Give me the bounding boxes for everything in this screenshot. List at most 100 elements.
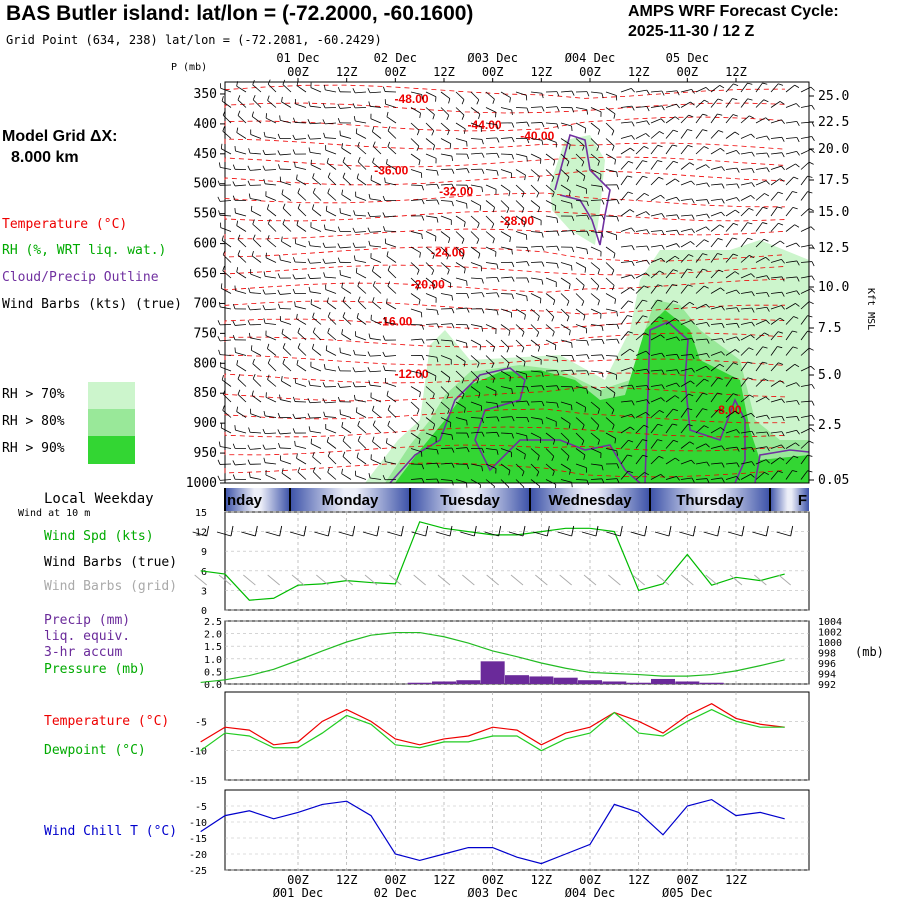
- wind-barb: [500, 339, 510, 348]
- wind-barb-flag: [352, 367, 356, 373]
- wind-barb: [785, 121, 797, 124]
- wind-barb: [470, 91, 480, 101]
- wind-barb-flag: [781, 416, 785, 421]
- wind-barb: [410, 199, 422, 201]
- wind-barb-flag: [451, 323, 455, 329]
- wind-barb-flag: [353, 394, 356, 400]
- wind-barb-flag: [675, 457, 680, 462]
- wind-barb: [545, 106, 557, 108]
- wind-barb-flag: [582, 145, 585, 151]
- wind-barb: [770, 305, 782, 310]
- wind-barb-flag: [526, 386, 530, 392]
- wind-tick-0: 0: [201, 606, 207, 617]
- wind-barb: [410, 169, 422, 174]
- wind-barb-flag: [248, 193, 251, 199]
- grid-barb: [291, 574, 305, 586]
- wind-barb: [680, 268, 688, 279]
- wind-barb: [425, 355, 437, 358]
- wind-barb: [341, 287, 352, 294]
- wind-barb: [680, 129, 688, 139]
- wind-barb-flag: [631, 135, 635, 140]
- wind-barb: [370, 179, 382, 186]
- wind-barb: [650, 105, 662, 108]
- wind-barb: [309, 417, 322, 419]
- wind-barb: [725, 446, 737, 449]
- wind-barb-flag: [308, 426, 311, 432]
- wind-barb-flag: [611, 270, 615, 275]
- wind-barb-flag: [690, 320, 695, 325]
- wind-barb-flag: [263, 457, 266, 463]
- wind-barb: [295, 382, 307, 387]
- wind-barb-flag: [597, 269, 600, 275]
- wind-barb: [515, 355, 526, 362]
- wind-barb-flag: [601, 465, 604, 471]
- wind-barb-flag: [732, 377, 738, 380]
- wind-barb-flag: [218, 162, 221, 168]
- wind-barb-flag: [368, 193, 371, 199]
- surface-barb-flag: [449, 525, 453, 537]
- wind-barb: [725, 167, 737, 170]
- wind-barb-flag: [705, 303, 710, 308]
- wind-barb: [680, 254, 689, 263]
- wind-barb: [297, 192, 307, 201]
- wind-barb-flag: [451, 183, 455, 189]
- wind-barb: [620, 121, 632, 124]
- wind-barb-flag: [247, 459, 251, 465]
- wind-barb: [326, 350, 337, 356]
- wind-barb-flag: [687, 129, 693, 132]
- wind-barb: [680, 145, 689, 155]
- wind-barb-flag: [659, 270, 665, 274]
- wind-barb-flag: [292, 274, 296, 280]
- wind-barb: [755, 292, 767, 294]
- surface-barb: [338, 531, 353, 537]
- wind-barb-flag: [781, 152, 785, 158]
- wind-barb: [221, 427, 232, 434]
- wind-barb-flag: [352, 103, 356, 109]
- wind-barb: [280, 399, 292, 403]
- wind-barb-flag: [807, 454, 813, 457]
- cloud-outline-3: [754, 449, 810, 484]
- wind-barb: [410, 122, 420, 131]
- wind-barb: [755, 378, 765, 387]
- wind-barb-flag: [431, 409, 435, 415]
- wind-barb-flag: [568, 144, 571, 150]
- wind-barb-flag: [717, 98, 723, 101]
- wind-barb: [770, 331, 779, 341]
- wind-barb-flag: [526, 400, 530, 406]
- wind-barb: [785, 470, 793, 480]
- weekday-bar: nday Monday Tuesday Wednesday Thursday F: [224, 488, 809, 511]
- wind-barb: [355, 475, 367, 480]
- wind-barb: [485, 324, 497, 330]
- wind-barb-flag: [586, 480, 589, 486]
- wind-barb-flag: [721, 477, 725, 483]
- wind-barb: [500, 293, 513, 295]
- wind-barb: [650, 176, 660, 186]
- temperature-contour-0: [224, 84, 786, 99]
- wind-barb-flag: [297, 467, 301, 473]
- wind-barb-flag: [765, 396, 770, 401]
- wind-barb-flag: [706, 199, 710, 205]
- wind-barb-flag: [217, 475, 221, 481]
- wind-barb: [710, 462, 722, 465]
- wind-barb: [740, 361, 748, 372]
- wind-barb-flag: [571, 215, 575, 221]
- wind-barb: [342, 161, 352, 170]
- wind-barb: [725, 393, 734, 403]
- p-tick-label-13: 1000: [186, 476, 217, 491]
- wind-barb-flag: [628, 160, 634, 164]
- bottom-hour-label-9: 12Z: [725, 873, 747, 887]
- wind-barb-flag: [780, 380, 785, 384]
- wind-barb-flag: [582, 424, 585, 430]
- wind-barb-flag: [451, 340, 454, 346]
- wind-barb-flag: [556, 385, 560, 391]
- wind-barb-flag: [586, 201, 589, 207]
- wind-barb-flag: [796, 260, 800, 266]
- wind-barb: [356, 317, 367, 325]
- wind-barb-flag: [436, 170, 439, 176]
- wind-barb-flag: [811, 105, 815, 110]
- wind-barb-flag: [477, 223, 480, 229]
- wind-barb: [485, 431, 498, 434]
- wind-barb-flag: [751, 447, 755, 453]
- wind-barb: [370, 118, 382, 124]
- wind-barb: [680, 320, 692, 325]
